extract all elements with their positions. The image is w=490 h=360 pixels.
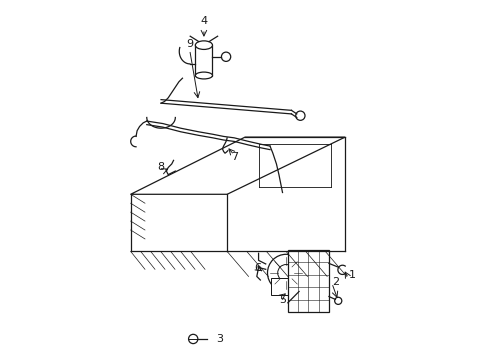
Circle shape — [278, 265, 294, 281]
Bar — [196, 45, 213, 76]
Circle shape — [189, 334, 198, 343]
Text: 7: 7 — [231, 152, 238, 162]
Text: 3: 3 — [217, 334, 223, 344]
Circle shape — [296, 111, 305, 120]
Ellipse shape — [196, 72, 213, 79]
Bar — [288, 249, 329, 312]
Text: 8: 8 — [157, 162, 165, 172]
Circle shape — [335, 297, 342, 305]
Text: 5: 5 — [279, 295, 286, 305]
Text: 9: 9 — [186, 39, 193, 49]
Bar — [271, 278, 301, 295]
Circle shape — [268, 254, 305, 292]
Text: 1: 1 — [349, 270, 356, 280]
Circle shape — [221, 52, 231, 62]
Text: 2: 2 — [333, 277, 340, 287]
Text: 6: 6 — [254, 262, 261, 273]
Ellipse shape — [196, 41, 213, 49]
Text: 4: 4 — [200, 15, 207, 26]
